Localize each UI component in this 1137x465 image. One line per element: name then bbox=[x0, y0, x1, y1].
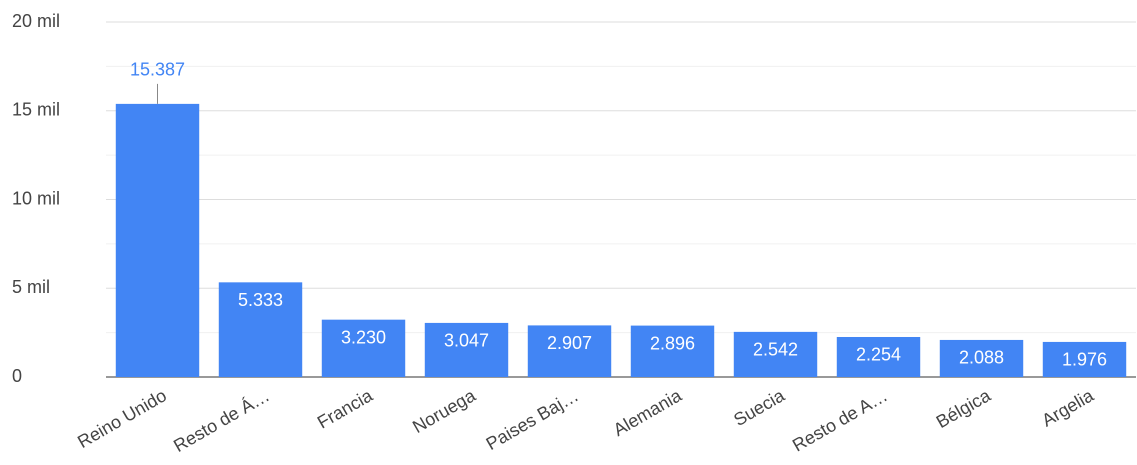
value-label: 1.976 bbox=[1062, 350, 1107, 370]
x-tick-label: Resto de Á… bbox=[170, 385, 273, 456]
bar bbox=[115, 103, 200, 378]
x-tick-label: Alemania bbox=[610, 385, 686, 440]
value-label: 5.333 bbox=[238, 290, 283, 310]
x-tick-label: Resto de A… bbox=[789, 385, 891, 455]
bar bbox=[424, 322, 509, 377]
x-tick-label: Suecia bbox=[730, 385, 789, 430]
value-label: 2.542 bbox=[753, 340, 798, 360]
value-label: 15.387 bbox=[130, 60, 185, 80]
bar bbox=[1042, 341, 1127, 377]
value-label: 3.230 bbox=[341, 327, 386, 347]
bar bbox=[218, 282, 303, 377]
y-tick-label: 5 mil bbox=[12, 277, 50, 297]
bar bbox=[733, 331, 818, 377]
x-tick-label: Bélgica bbox=[933, 385, 995, 432]
bar bbox=[630, 325, 715, 377]
bar bbox=[836, 336, 921, 377]
value-label: 2.088 bbox=[959, 348, 1004, 368]
value-label: 2.896 bbox=[650, 333, 695, 353]
x-tick-label: Reino Unido bbox=[74, 385, 170, 452]
x-tick-label: Paises Baj… bbox=[483, 385, 582, 454]
bar bbox=[527, 325, 612, 377]
y-tick-label: 15 mil bbox=[12, 100, 60, 120]
x-tick-label: Francia bbox=[314, 385, 377, 433]
value-label: 2.254 bbox=[856, 345, 901, 365]
x-tick-label: Argelia bbox=[1038, 385, 1097, 431]
y-tick-label: 0 bbox=[12, 366, 22, 386]
y-tick-label: 10 mil bbox=[12, 188, 60, 208]
bar bbox=[321, 319, 406, 377]
y-tick-label: 20 mil bbox=[12, 11, 60, 31]
bar bbox=[939, 339, 1024, 377]
x-tick-label: Noruega bbox=[409, 385, 480, 437]
value-label: 2.907 bbox=[547, 333, 592, 353]
value-label: 3.047 bbox=[444, 331, 489, 351]
